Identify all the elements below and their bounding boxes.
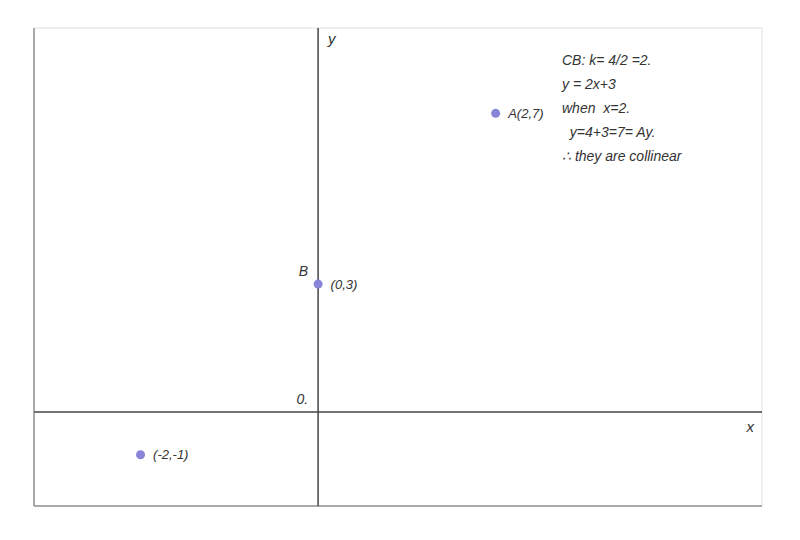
html-text:y = 2x+3: y = 2x+3 [562,76,616,92]
svg-text:x: x [746,418,755,435]
svg-text:0.: 0. [296,391,308,407]
html-text:y=4+3=7= Ay.: y=4+3=7= Ay. [562,124,656,140]
html-text:when x=2.: when x=2. [562,100,631,116]
svg-text:y: y [327,30,337,47]
html-text:∴ they are collinear: ∴ they are collinear [562,148,682,164]
svg-text:A(2,7): A(2,7) [507,106,543,121]
svg-text:(-2,-1): (-2,-1) [153,447,188,462]
svg-text:(0,3): (0,3) [331,277,358,292]
html-text:CB: k= 4/2 =2.: CB: k= 4/2 =2. [562,52,652,68]
svg-text:B: B [299,263,308,279]
